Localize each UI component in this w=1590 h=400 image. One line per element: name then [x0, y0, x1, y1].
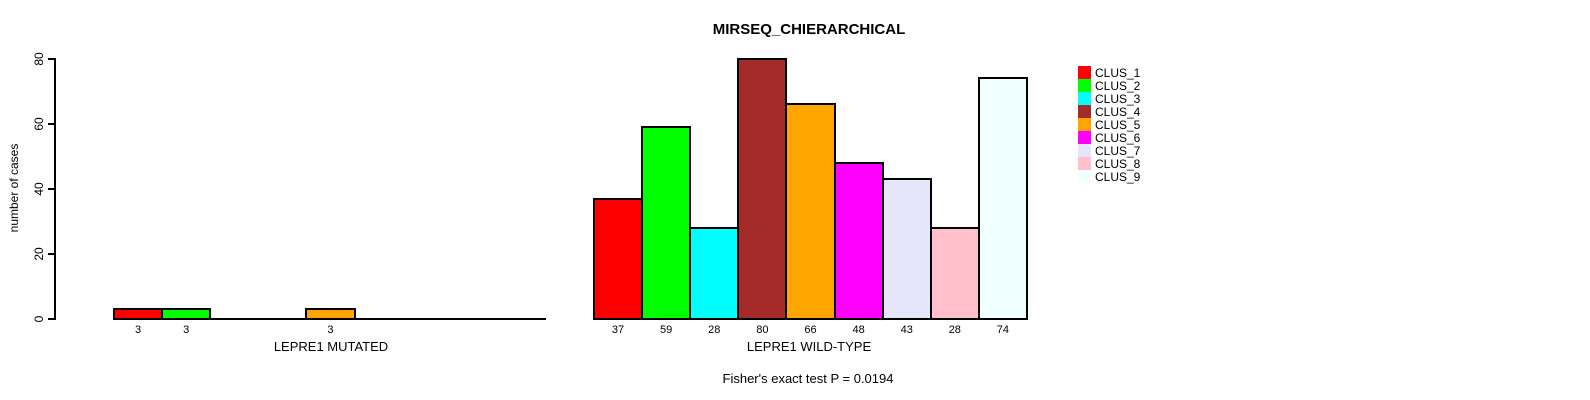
legend-label: CLUS_8 — [1095, 156, 1141, 171]
y-tick-mark — [48, 188, 54, 190]
legend-swatch — [1078, 79, 1091, 92]
legend-swatch — [1078, 118, 1091, 131]
bar-clus_2 — [641, 126, 692, 320]
bar-label: 3 — [327, 324, 334, 336]
bar-clus_6 — [833, 162, 884, 320]
legend-label: CLUS_7 — [1095, 143, 1141, 158]
legend-item-clus_7: CLUS_7 — [1078, 143, 1141, 158]
bar-label: 66 — [804, 324, 817, 336]
bar-clus_8 — [929, 227, 980, 320]
y-tick-label: 60 — [32, 117, 46, 131]
legend-swatch — [1078, 157, 1091, 170]
y-tick-label: 20 — [32, 247, 46, 261]
y-tick-label: 80 — [32, 52, 46, 66]
bar-label: 3 — [183, 324, 190, 336]
legend-label: CLUS_9 — [1095, 169, 1141, 184]
legend-item-clus_8: CLUS_8 — [1078, 156, 1141, 171]
legend-swatch — [1078, 144, 1091, 157]
x-axis-label-mutated: LEPRE1 MUTATED — [273, 339, 389, 354]
y-axis-label: number of cases — [7, 143, 21, 233]
legend-item-clus_5: CLUS_5 — [1078, 117, 1141, 132]
legend-swatch — [1078, 170, 1091, 183]
bar-label: 80 — [756, 324, 769, 336]
legend-label: CLUS_4 — [1095, 104, 1141, 119]
legend-swatch — [1078, 105, 1091, 118]
legend: CLUS_1 CLUS_2 CLUS_3 CLUS_4 CLUS_5 CLUS_6 CLUS… — [1078, 65, 1141, 184]
legend-swatch — [1078, 66, 1091, 79]
x-axis-label-wildtype: LEPRE1 WILD-TYPE — [746, 339, 872, 354]
bar-clus_1 — [593, 198, 644, 320]
legend-label: CLUS_3 — [1095, 91, 1141, 106]
y-tick-mark — [48, 253, 54, 255]
legend-label: CLUS_5 — [1095, 117, 1141, 132]
bar-clus_3 — [689, 227, 740, 320]
legend-swatch — [1078, 131, 1091, 144]
bar-clus_7 — [881, 178, 932, 320]
bar-label: 48 — [852, 324, 865, 336]
bar-label: 28 — [948, 324, 961, 336]
bar-label: 59 — [660, 324, 673, 336]
legend-label: CLUS_6 — [1095, 130, 1141, 145]
legend-item-clus_3: CLUS_3 — [1078, 91, 1141, 106]
legend-swatch — [1078, 92, 1091, 105]
y-tick-mark — [48, 58, 54, 60]
bar-clus_4 — [737, 58, 788, 320]
bar-clus_1 — [113, 308, 164, 320]
y-tick-label: 40 — [32, 182, 46, 196]
legend-label: CLUS_2 — [1095, 78, 1141, 93]
y-tick-label: 0 — [32, 315, 46, 323]
bar-clus_5 — [785, 103, 836, 320]
legend-item-clus_6: CLUS_6 — [1078, 130, 1141, 145]
legend-item-clus_2: CLUS_2 — [1078, 78, 1141, 93]
legend-item-clus_9: CLUS_9 — [1078, 169, 1141, 184]
legend-item-clus_1: CLUS_1 — [1078, 65, 1141, 80]
y-axis-line — [54, 58, 56, 320]
fisher-test-note: Fisher's exact test P = 0.0194 — [722, 371, 894, 386]
legend-item-clus_4: CLUS_4 — [1078, 104, 1141, 119]
y-tick-mark — [48, 123, 54, 125]
bar-label: 74 — [996, 324, 1010, 336]
bar-label: 43 — [900, 324, 913, 336]
bar-clus_9 — [977, 77, 1028, 320]
bar-label: 37 — [611, 324, 625, 336]
legend-label: CLUS_1 — [1095, 65, 1141, 80]
bar-clus_2 — [161, 308, 212, 320]
bar-clus_5 — [305, 308, 356, 320]
chart-title: MIRSEQ_CHIERARCHICAL — [712, 21, 906, 38]
bar-label: 28 — [708, 324, 721, 336]
bar-label: 3 — [134, 324, 142, 336]
y-tick-mark — [48, 318, 54, 320]
